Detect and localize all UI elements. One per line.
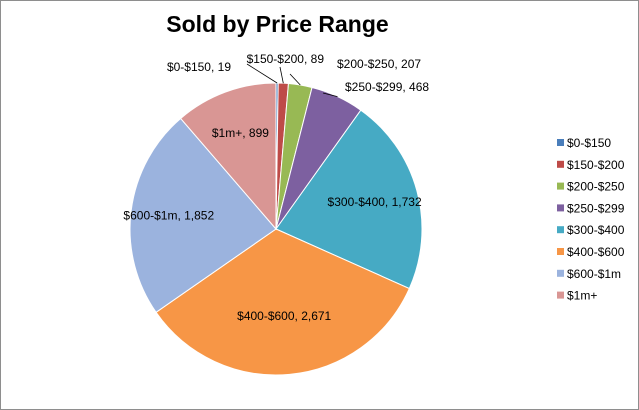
legend-swatch-1m xyxy=(557,291,564,299)
data-label-400-600: $400-$600, 2,671 xyxy=(237,309,331,323)
leader-line-0-150 xyxy=(246,63,278,84)
legend-label-0-150: $0-$150 xyxy=(567,136,611,150)
data-label-0-150: $0-$150, 19 xyxy=(167,60,231,74)
pie-slice-600-1m xyxy=(129,117,277,313)
leader-line-200-250 xyxy=(289,73,301,86)
legend-label-600-1m: $600-$1m xyxy=(567,267,621,281)
legend-label-200-250: $200-$250 xyxy=(567,180,625,194)
pie-slice-1m xyxy=(179,82,277,231)
data-label-150-200: $150-$200, 89 xyxy=(247,52,325,66)
legend-swatch-150-200 xyxy=(557,160,564,168)
leader-line-250-299 xyxy=(322,92,338,97)
legend-swatch-250-299 xyxy=(557,204,564,212)
legend-label-150-200: $150-$200 xyxy=(567,158,625,172)
pie-slice-300-400 xyxy=(275,109,423,290)
data-label-250-299: $250-$299, 468 xyxy=(345,80,429,94)
legend-swatch-0-150 xyxy=(557,139,564,146)
legend-label-300-400: $300-$400 xyxy=(567,223,625,237)
pie-slice-400-600 xyxy=(155,228,410,376)
chart-title: Sold by Price Range xyxy=(166,11,389,37)
legend-swatch-600-1m xyxy=(557,269,564,277)
chart-legend: $0-$150 $150-$200 $200-$250 $250-$299 $300-$… xyxy=(557,136,625,303)
data-label-300-400: $300-$400, 1,732 xyxy=(328,195,422,209)
legend-label-1m: $1m+ xyxy=(567,289,597,303)
leader-line-150-200 xyxy=(279,66,284,84)
legend-label-400-600: $400-$600 xyxy=(567,245,625,259)
data-label-1m: $1m+, 899 xyxy=(212,126,269,140)
legend-swatch-300-400 xyxy=(557,226,564,234)
data-label-600-1m: $600-$1m, 1,852 xyxy=(123,208,214,222)
legend-swatch-400-600 xyxy=(557,248,564,255)
legend-swatch-200-250 xyxy=(557,182,564,190)
legend-label-250-299: $250-$299 xyxy=(567,201,625,215)
data-label-200-250: $200-$250, 207 xyxy=(337,57,421,71)
